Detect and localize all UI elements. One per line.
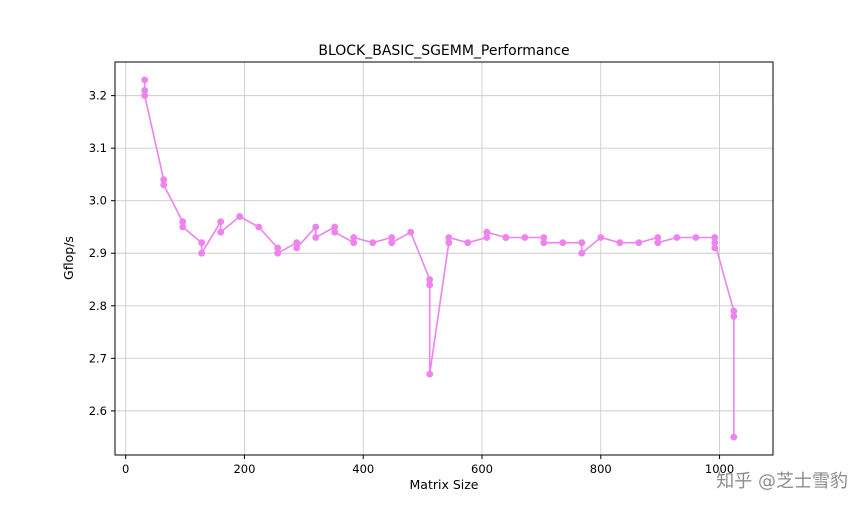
data-point-marker <box>483 234 491 241</box>
data-point-marker <box>255 223 263 231</box>
data-point-marker <box>654 239 662 247</box>
data-point-marker <box>540 239 548 247</box>
data-point-marker <box>350 234 358 241</box>
data-point-marker <box>711 244 719 252</box>
data-point-marker <box>331 228 339 236</box>
data-point-marker <box>198 239 206 247</box>
data-point-marker <box>730 307 738 315</box>
data-point-marker <box>502 234 510 241</box>
y-tick-label: 2.9 <box>89 246 107 260</box>
data-point-marker <box>312 223 320 231</box>
data-point-marker <box>426 281 434 289</box>
data-point-marker <box>236 213 244 220</box>
data-point-marker <box>578 249 586 257</box>
plot-frame <box>114 61 774 456</box>
data-point-marker <box>407 228 415 236</box>
data-point-marker <box>217 228 225 236</box>
series-line <box>143 79 735 438</box>
data-point-marker <box>521 234 529 241</box>
data-point-marker <box>711 234 719 241</box>
y-tick-label: 2.8 <box>89 299 107 313</box>
data-point-marker <box>388 239 396 247</box>
data-point-marker <box>730 312 738 320</box>
data-point-marker <box>274 249 282 257</box>
data-point-marker <box>331 223 339 231</box>
data-point-marker <box>179 223 187 231</box>
data-point-marker <box>141 92 149 99</box>
y-tick-label: 3.2 <box>89 89 107 103</box>
data-point-marker <box>179 218 187 226</box>
data-point-marker <box>673 234 681 241</box>
x-tick-label: 800 <box>590 462 612 476</box>
data-point-marker <box>540 234 548 241</box>
data-series <box>141 76 738 441</box>
data-point-marker <box>578 239 586 247</box>
x-tick-label: 400 <box>352 462 374 476</box>
data-point-marker <box>160 176 168 184</box>
data-point-marker <box>730 433 738 441</box>
data-point-marker <box>388 234 396 241</box>
data-point-marker <box>369 239 377 247</box>
data-point-marker <box>141 76 149 84</box>
data-point-marker <box>274 244 282 252</box>
data-point-marker <box>426 276 434 283</box>
data-point-marker <box>217 218 225 226</box>
y-tick-label: 3.1 <box>89 141 107 155</box>
y-tick-label: 2.7 <box>89 351 107 365</box>
data-point-marker <box>654 234 662 241</box>
data-point-marker <box>464 239 472 247</box>
data-point-marker <box>312 234 320 241</box>
data-point-marker <box>198 249 206 257</box>
data-point-marker <box>597 234 605 241</box>
data-point-marker <box>711 239 719 247</box>
y-tick-label: 2.6 <box>89 404 107 418</box>
data-point-marker <box>445 239 453 247</box>
x-tick-label: 1000 <box>705 462 734 476</box>
chart-title: BLOCK_BASIC_SGEMM_Performance <box>318 43 569 59</box>
data-point-marker <box>483 228 491 236</box>
data-point-marker <box>559 239 567 247</box>
data-point-marker <box>635 239 643 247</box>
data-point-marker <box>141 87 149 94</box>
data-point-marker <box>426 370 434 378</box>
data-point-marker <box>445 234 453 241</box>
data-point-marker <box>350 239 358 247</box>
x-axis-label: Matrix Size <box>410 477 479 492</box>
watermark: 知乎 @芝士雪豹 <box>716 471 848 492</box>
data-point-marker <box>160 181 168 189</box>
data-point-marker <box>293 244 301 252</box>
axes: 0 200 400 600 800 1000 2.6 2.7 2.8 2.9 3.0 3.1 3.2 <box>89 61 774 476</box>
data-point-marker <box>293 239 301 247</box>
gridlines <box>115 62 773 455</box>
x-tick-label: 0 <box>122 462 129 476</box>
x-tick-label: 600 <box>471 462 493 476</box>
data-point-marker <box>616 239 624 247</box>
data-point-marker <box>692 234 700 241</box>
y-axis-label: Gflop/s <box>61 236 76 280</box>
y-tick-label: 3.0 <box>89 194 107 208</box>
x-tick-label: 200 <box>233 462 255 476</box>
